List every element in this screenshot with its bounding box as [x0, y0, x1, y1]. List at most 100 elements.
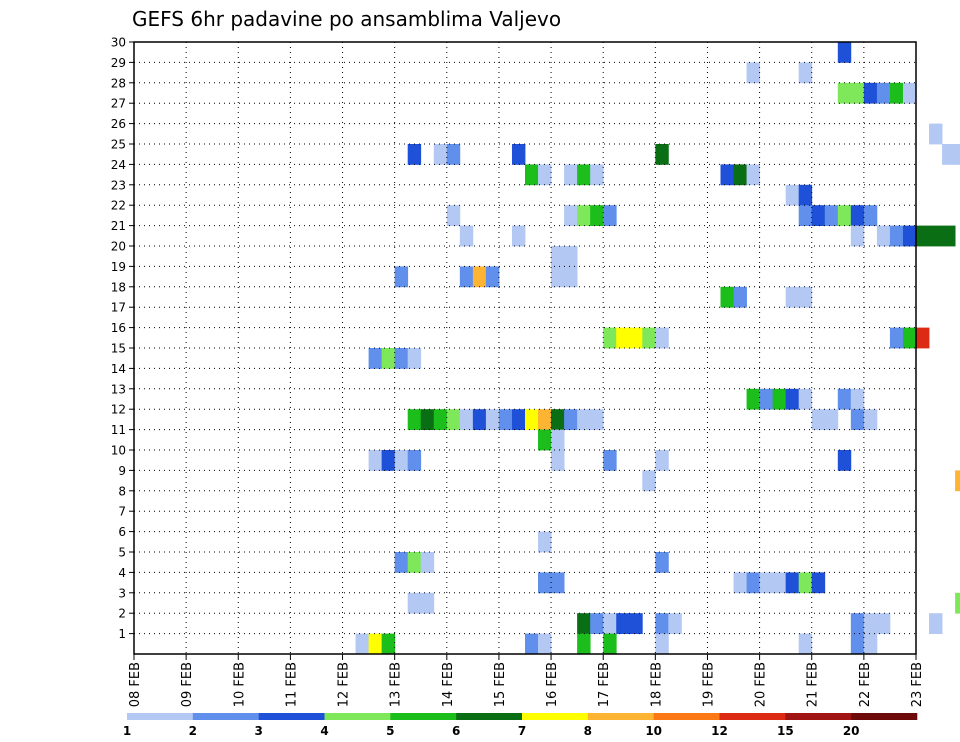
heatmap-cell — [811, 572, 826, 594]
heatmap-cell — [850, 388, 865, 410]
heatmap-cell — [446, 205, 461, 226]
x-tick-label: 12 FEB — [337, 662, 352, 707]
heatmap-cell — [616, 613, 630, 634]
y-tick-label: 9 — [118, 464, 126, 478]
heatmap-cell — [459, 409, 474, 430]
heatmap-cell — [916, 327, 930, 349]
y-tick-label: 6 — [118, 525, 126, 539]
chart-title: GEFS 6hr padavine po ansamblima Valjevo — [132, 7, 561, 31]
heatmap-cell — [551, 409, 565, 430]
heatmap-cell — [655, 327, 669, 349]
legend-tick-label: 8 — [584, 724, 592, 738]
heatmap-cell — [655, 144, 669, 165]
heatmap-cell — [929, 225, 943, 247]
heatmap-cell — [433, 144, 448, 165]
heatmap-cell — [485, 409, 500, 430]
heatmap-cell — [538, 572, 552, 594]
y-tick-label: 24 — [111, 158, 126, 172]
legend-swatch — [719, 713, 786, 720]
x-tick-label: 08 FEB — [128, 662, 143, 707]
y-tick-label: 4 — [118, 566, 126, 580]
heatmap-cell — [785, 572, 800, 594]
heatmap-cell — [538, 409, 552, 430]
heatmap-cell — [355, 633, 369, 655]
heatmap-cell — [590, 205, 604, 226]
x-tick-label: 10 FEB — [232, 662, 247, 707]
heatmap-cell — [551, 429, 565, 451]
heatmap-cell — [876, 613, 891, 634]
heatmap-cell — [603, 327, 617, 349]
heatmap-cell — [420, 552, 435, 573]
legend-swatch — [785, 713, 852, 720]
heatmap-cell — [850, 82, 865, 104]
heatmap-cell — [746, 164, 760, 186]
heatmap-cell — [564, 409, 578, 430]
heatmap-cell — [837, 450, 852, 471]
y-tick-label: 14 — [111, 362, 126, 376]
heatmap-cell — [381, 450, 396, 471]
heatmap-cell — [394, 450, 409, 471]
heatmap-cell — [551, 246, 565, 267]
x-tick-label: 20 FEB — [754, 662, 769, 707]
legend-tick-label: 3 — [254, 724, 262, 738]
legend-swatch — [456, 713, 523, 720]
heatmap-cell — [394, 266, 409, 288]
heatmap-cell — [564, 246, 578, 267]
heatmap-cell — [564, 205, 578, 226]
heatmap-cell — [759, 572, 774, 594]
color-legend: 1 2 3 4 5 6 7 8 10 12 15 20 — [123, 713, 918, 738]
y-tick-label: 19 — [111, 260, 126, 274]
legend-tick-label: 12 — [711, 724, 728, 738]
heatmap-cell — [629, 327, 643, 349]
heatmap-cell — [798, 62, 813, 84]
legend-tick-label: 2 — [189, 724, 197, 738]
heatmap-cell — [850, 633, 865, 655]
heatmap-cell — [798, 572, 813, 594]
heatmap-cell — [733, 164, 747, 186]
heatmap-cell — [538, 531, 552, 553]
heatmap-cell — [798, 286, 813, 308]
heatmap-cell — [889, 327, 904, 349]
y-tick-label: 26 — [111, 117, 126, 131]
heatmap-cells — [355, 42, 960, 655]
heatmap-cell — [446, 144, 461, 165]
heatmap-cell — [942, 144, 956, 165]
y-tick-label: 20 — [111, 240, 126, 254]
heatmap-cell — [551, 450, 565, 471]
heatmap-cell — [655, 613, 669, 634]
heatmap-cell — [668, 613, 682, 634]
heatmap-cell — [407, 450, 422, 471]
heatmap-cell — [394, 348, 409, 369]
x-tick-label: 17 FEB — [597, 662, 612, 707]
heatmap-cell — [538, 429, 552, 451]
heatmap-cell — [902, 225, 917, 247]
y-tick-label: 12 — [111, 403, 126, 417]
heatmap-cell — [459, 225, 474, 247]
heatmap-cell — [733, 286, 747, 308]
y-tick-label: 27 — [111, 97, 126, 111]
heatmap-cell — [433, 409, 448, 430]
heatmap-cell — [511, 144, 526, 165]
heatmap-cell — [538, 164, 552, 186]
heatmap-cell — [824, 205, 839, 226]
x-tick-label: 15 FEB — [493, 662, 508, 707]
legend-tick-label: 1 — [123, 724, 131, 738]
heatmap-cell — [850, 225, 865, 247]
y-tick-label: 15 — [111, 342, 126, 356]
heatmap-cell — [798, 633, 813, 655]
y-tick-label: 30 — [111, 36, 126, 50]
heatmap-cell — [785, 388, 800, 410]
y-tick-label: 10 — [111, 444, 126, 458]
legend-tick-label: 10 — [645, 724, 662, 738]
heatmap-cell — [551, 572, 565, 594]
legend-tick-label: 5 — [386, 724, 394, 738]
heatmap-cell — [889, 225, 904, 247]
heatmap-cell — [837, 388, 852, 410]
legend-swatch — [324, 713, 391, 720]
heatmap-cell — [603, 613, 617, 634]
heatmap-cell — [603, 450, 617, 471]
y-tick-label: 22 — [111, 199, 126, 213]
heatmap-cell — [368, 633, 383, 655]
legend-swatch — [258, 713, 325, 720]
heatmap-cell — [902, 82, 917, 104]
